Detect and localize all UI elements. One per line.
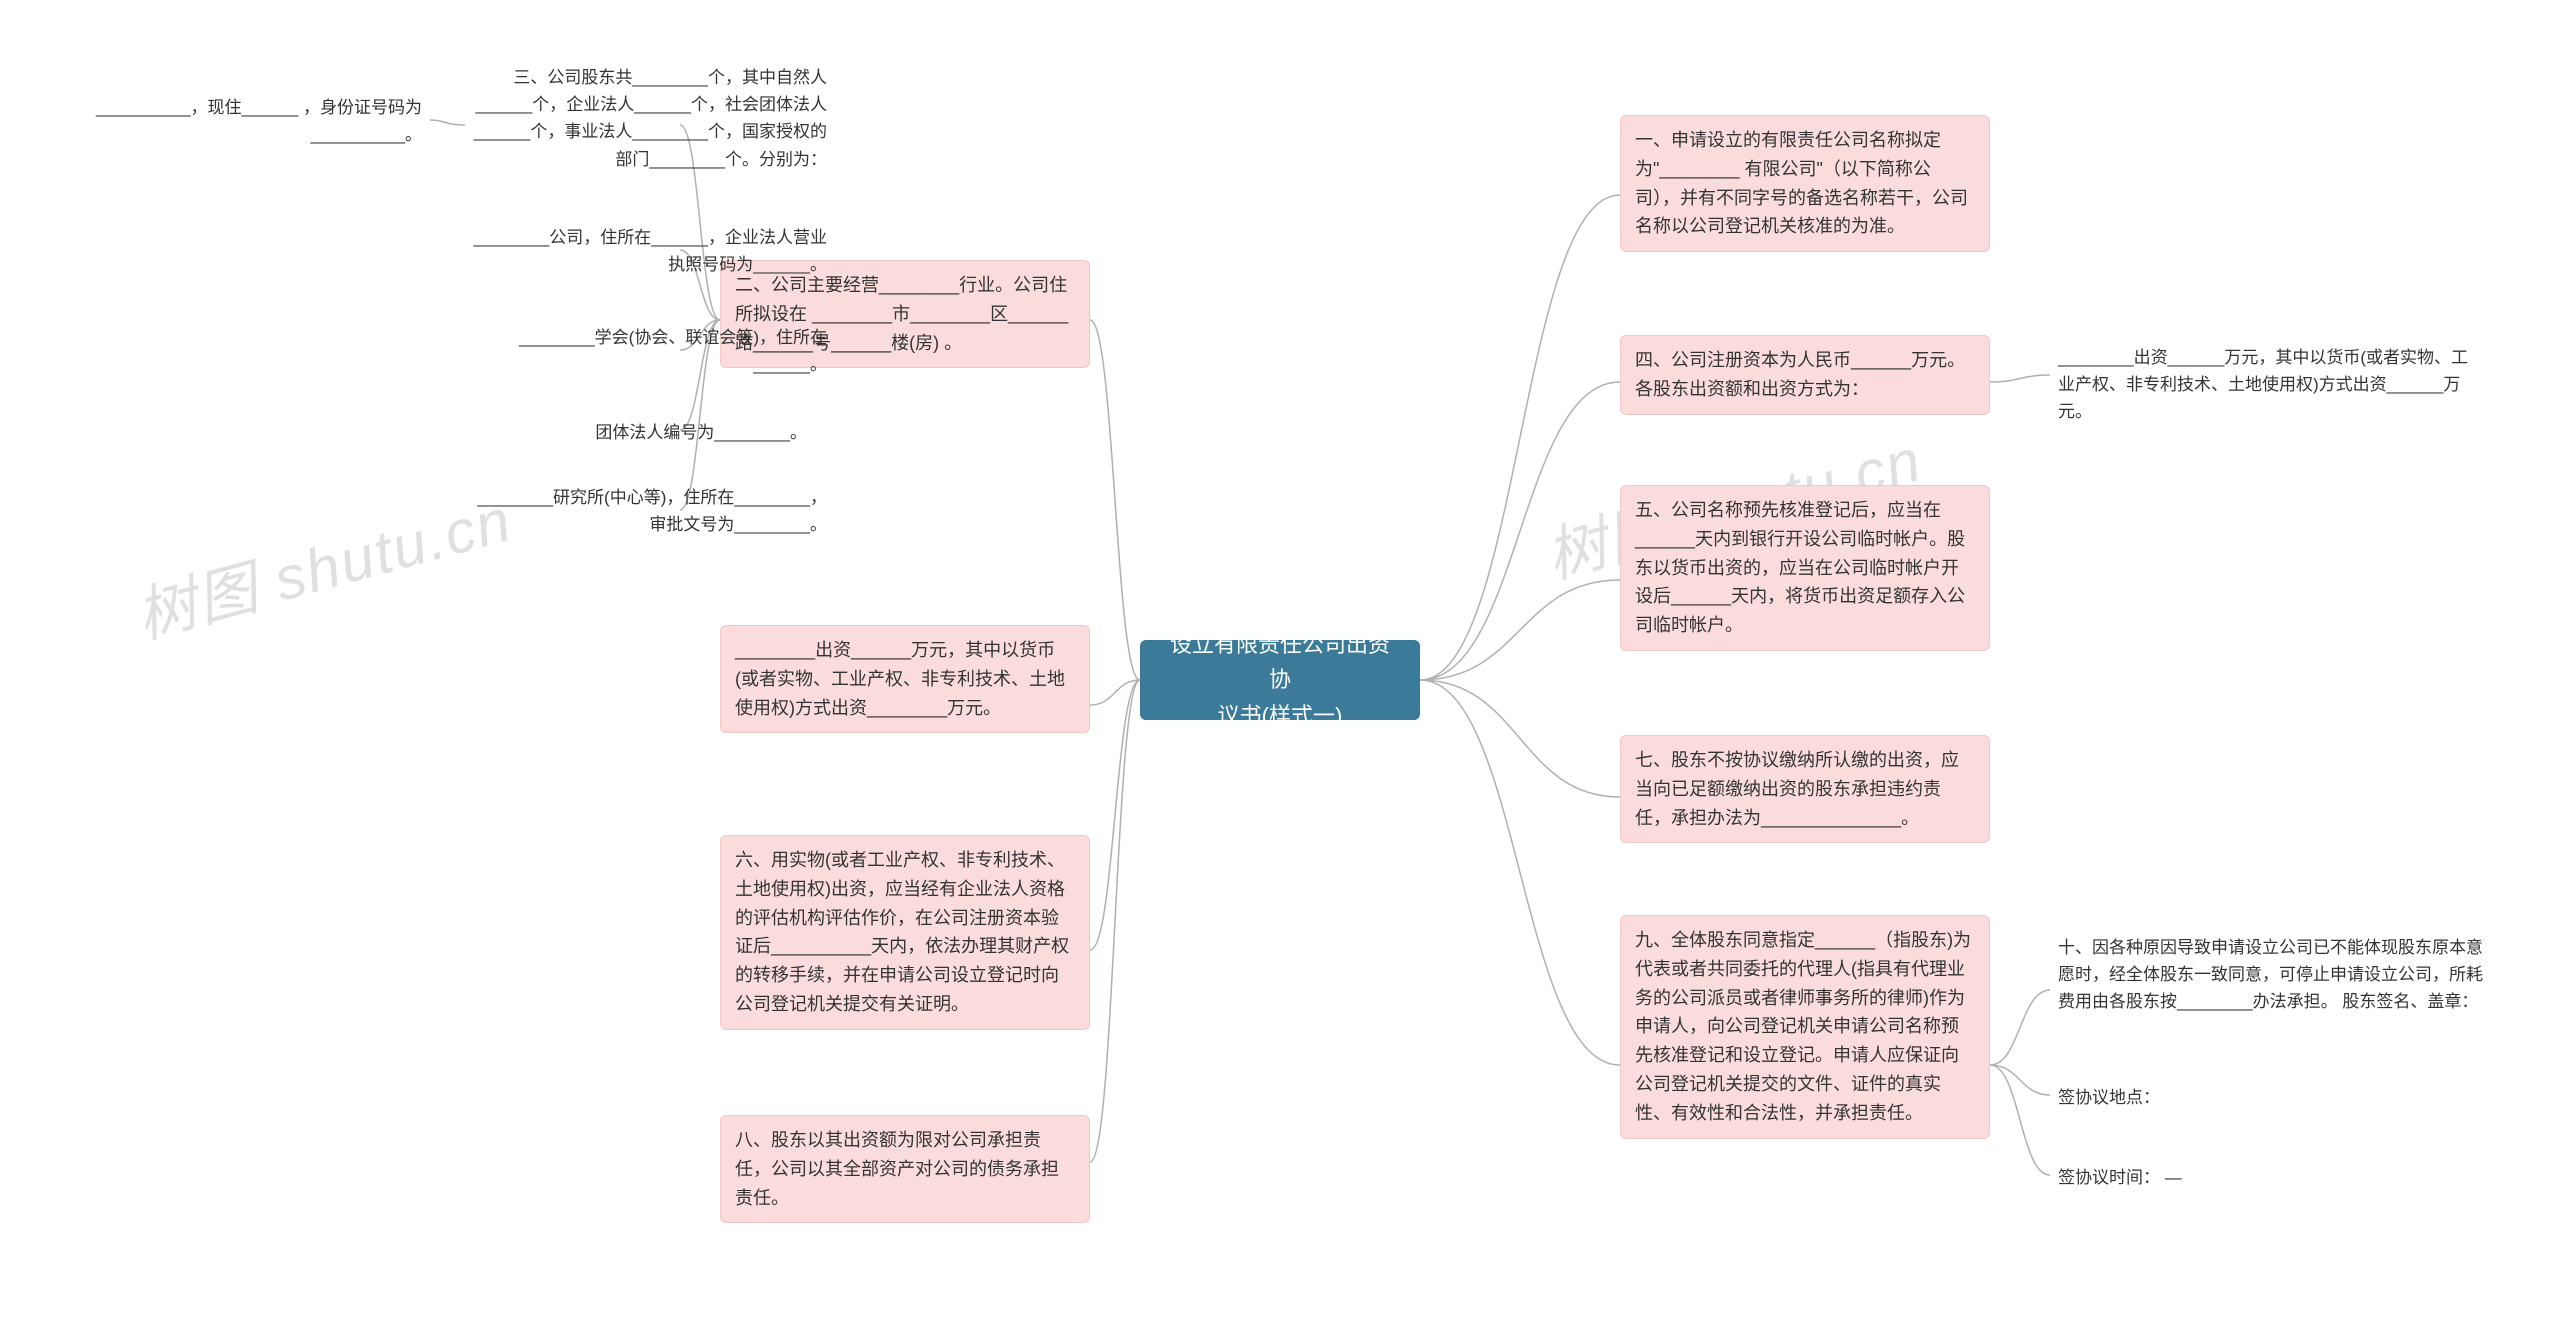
node-l1-child1-text: 三、公司股东共________个，其中自然人______个，企业法人______… xyxy=(474,68,827,169)
node-r5-child3-text: 签协议时间： — xyxy=(2058,1168,2182,1187)
node-l1-child3-text: ________学会(协会、联谊会等)，住所在______。 xyxy=(519,328,827,374)
node-l1-child3: ________学会(协会、联谊会等)，住所在______。 xyxy=(465,320,835,382)
center-node: 设立有限责任公司出资协议书(样式一) xyxy=(1140,640,1420,720)
node-r1-text: 一、申请设立的有限责任公司名称拟定为"________ 有限公司"（以下简称公司… xyxy=(1635,130,1968,236)
node-r5: 九、全体股东同意指定______（指股东)为代表或者共同委托的代理人(指具有代理… xyxy=(1620,915,1990,1139)
node-l4: 八、股东以其出资额为限对公司承担责任，公司以其全部资产对公司的债务承担责任。 xyxy=(720,1115,1090,1223)
node-r5-child2: 签协议地点： xyxy=(2050,1080,2250,1115)
node-l1-child1-sub-text: __________，现住______ ，身份证号码为__________。 xyxy=(96,98,422,144)
node-l1-child1: 三、公司股东共________个，其中自然人______个，企业法人______… xyxy=(465,60,835,177)
node-l1-child2-text: ________公司，住所在______，企业法人营业执照号码为______。 xyxy=(474,228,827,274)
watermark-1: 树图 shutu.cn xyxy=(125,472,520,656)
node-l3: 六、用实物(或者工业产权、非专利技术、土地使用权)出资，应当经有企业法人资格的评… xyxy=(720,835,1090,1030)
node-l1-child5: ________研究所(中心等)，住所在________，审批文号为______… xyxy=(465,480,835,542)
node-r4-text: 七、股东不按协议缴纳所认缴的出资，应当向已足额缴纳出资的股东承担违约责任，承担办… xyxy=(1635,750,1959,828)
node-l2-text: ________出资______万元，其中以货币(或者实物、工业产权、非专利技术… xyxy=(735,640,1065,718)
node-l1-child4: 团体法人编号为________。 xyxy=(515,415,815,450)
node-r5-child1: 十、因各种原因导致申请设立公司已不能体现股东原本意愿时，经全体股东一致同意，可停… xyxy=(2050,930,2500,1020)
node-l1-child5-text: ________研究所(中心等)，住所在________，审批文号为______… xyxy=(477,488,827,534)
node-l2: ________出资______万元，其中以货币(或者实物、工业产权、非专利技术… xyxy=(720,625,1090,733)
node-r2-child-text: ________出资______万元，其中以货币(或者实物、工业产权、非专利技术… xyxy=(2058,348,2468,421)
node-r3: 五、公司名称预先核准登记后，应当在______天内到银行开设公司临时帐户。股东以… xyxy=(1620,485,1990,651)
node-l1-child4-text: 团体法人编号为________。 xyxy=(595,423,807,442)
node-l1-child1-sub: __________，现住______ ，身份证号码为__________。 xyxy=(60,90,430,152)
node-r2-text: 四、公司注册资本为人民币______万元。各股东出资额和出资方式为： xyxy=(1635,350,1965,399)
node-r1: 一、申请设立的有限责任公司名称拟定为"________ 有限公司"（以下简称公司… xyxy=(1620,115,1990,252)
center-text: 设立有限责任公司出资协议书(样式一) xyxy=(1164,627,1396,733)
node-r5-child3: 签协议时间： — xyxy=(2050,1160,2270,1195)
node-r5-text: 九、全体股东同意指定______（指股东)为代表或者共同委托的代理人(指具有代理… xyxy=(1635,930,1971,1123)
node-r5-child1-text: 十、因各种原因导致申请设立公司已不能体现股东原本意愿时，经全体股东一致同意，可停… xyxy=(2058,938,2483,1011)
node-l4-text: 八、股东以其出资额为限对公司承担责任，公司以其全部资产对公司的债务承担责任。 xyxy=(735,1130,1059,1208)
node-l1-child2: ________公司，住所在______，企业法人营业执照号码为______。 xyxy=(465,220,835,282)
node-r3-text: 五、公司名称预先核准登记后，应当在______天内到银行开设公司临时帐户。股东以… xyxy=(1635,500,1965,635)
node-l3-text: 六、用实物(或者工业产权、非专利技术、土地使用权)出资，应当经有企业法人资格的评… xyxy=(735,850,1069,1014)
node-r5-child2-text: 签协议地点： xyxy=(2058,1088,2160,1107)
node-r2: 四、公司注册资本为人民币______万元。各股东出资额和出资方式为： xyxy=(1620,335,1990,415)
node-r2-child: ________出资______万元，其中以货币(或者实物、工业产权、非专利技术… xyxy=(2050,340,2490,430)
node-r4: 七、股东不按协议缴纳所认缴的出资，应当向已足额缴纳出资的股东承担违约责任，承担办… xyxy=(1620,735,1990,843)
